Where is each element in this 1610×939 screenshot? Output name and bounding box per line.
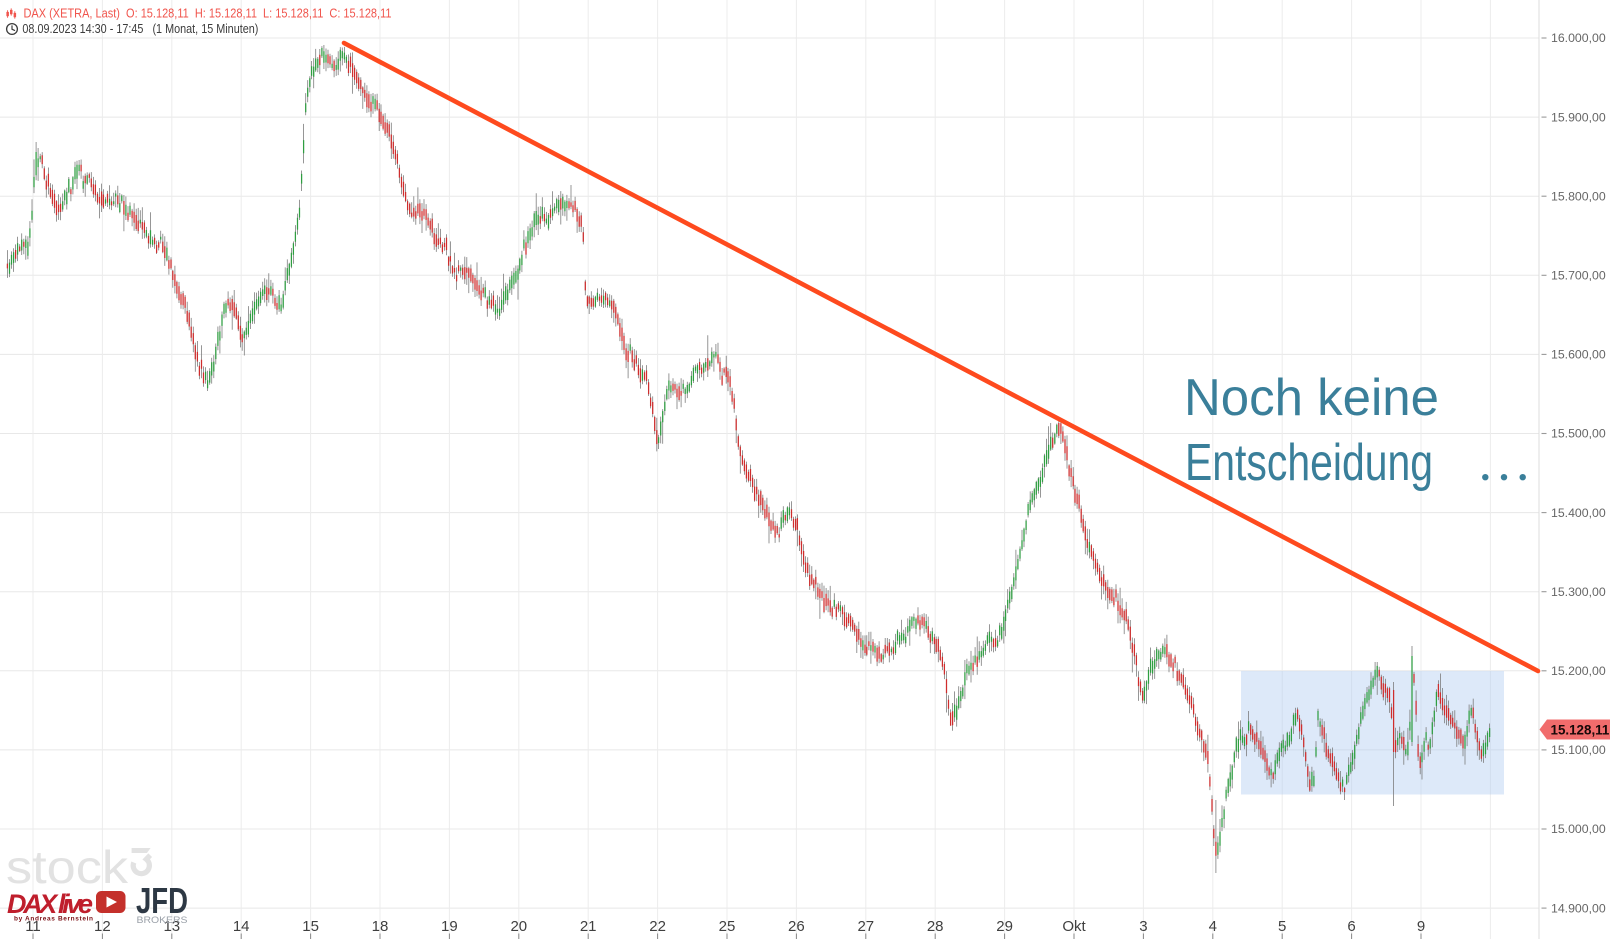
svg-text:12: 12	[94, 918, 111, 935]
svg-text:15.100,00: 15.100,00	[1551, 743, 1606, 757]
svg-text:19: 19	[441, 918, 458, 935]
svg-text:Okt: Okt	[1062, 918, 1086, 935]
svg-text:stock: stock	[6, 841, 129, 893]
svg-text:15.600,00: 15.600,00	[1551, 348, 1606, 362]
svg-text:28: 28	[927, 918, 944, 935]
svg-text:15.300,00: 15.300,00	[1551, 585, 1606, 599]
svg-text:4: 4	[1209, 918, 1217, 935]
svg-text:15.900,00: 15.900,00	[1551, 110, 1606, 124]
svg-text:15.700,00: 15.700,00	[1551, 269, 1606, 283]
svg-text:29: 29	[996, 918, 1013, 935]
svg-text:08.09.2023 14:30 - 17:45 (1: 08.09.2023 14:30 - 17:45 (1 Monat, 15 Mi…	[22, 22, 258, 36]
svg-text:15.500,00: 15.500,00	[1551, 427, 1606, 441]
svg-text:25: 25	[719, 918, 736, 935]
svg-text:20: 20	[510, 918, 527, 935]
svg-text:JFD: JFD	[136, 880, 188, 921]
svg-text:3: 3	[1139, 918, 1147, 935]
svg-text:Entscheidung: Entscheidung	[1185, 434, 1433, 492]
svg-text:15.128,11: 15.128,11	[1551, 723, 1610, 738]
svg-text:15.200,00: 15.200,00	[1551, 664, 1606, 678]
svg-text:15.000,00: 15.000,00	[1551, 822, 1606, 836]
svg-text:by Andreas Bernstein: by Andreas Bernstein	[14, 916, 93, 923]
svg-text:DAX live: DAX live	[7, 889, 93, 919]
svg-text:14: 14	[233, 918, 250, 935]
svg-text:5: 5	[1278, 918, 1286, 935]
svg-text:26: 26	[788, 918, 805, 935]
svg-text:15: 15	[302, 918, 319, 935]
svg-text:Noch keine: Noch keine	[1184, 369, 1439, 427]
svg-text:15.400,00: 15.400,00	[1551, 506, 1606, 520]
svg-text:DAX (XETRA, Last) O: 15.128,1: DAX (XETRA, Last) O: 15.128,11 H: 15.128…	[24, 6, 392, 20]
svg-text:18: 18	[372, 918, 389, 935]
svg-text:BROKERS: BROKERS	[137, 915, 188, 926]
svg-text:11: 11	[25, 918, 41, 935]
svg-text:22: 22	[649, 918, 666, 935]
svg-text:9: 9	[1417, 918, 1425, 935]
svg-text:27: 27	[857, 918, 874, 935]
svg-text:6: 6	[1347, 918, 1355, 935]
svg-text:15.800,00: 15.800,00	[1551, 189, 1606, 203]
svg-text:13: 13	[163, 918, 180, 935]
svg-text:21: 21	[580, 918, 597, 935]
svg-text:16.000,00: 16.000,00	[1551, 31, 1606, 45]
svg-text:14.900,00: 14.900,00	[1551, 901, 1606, 915]
